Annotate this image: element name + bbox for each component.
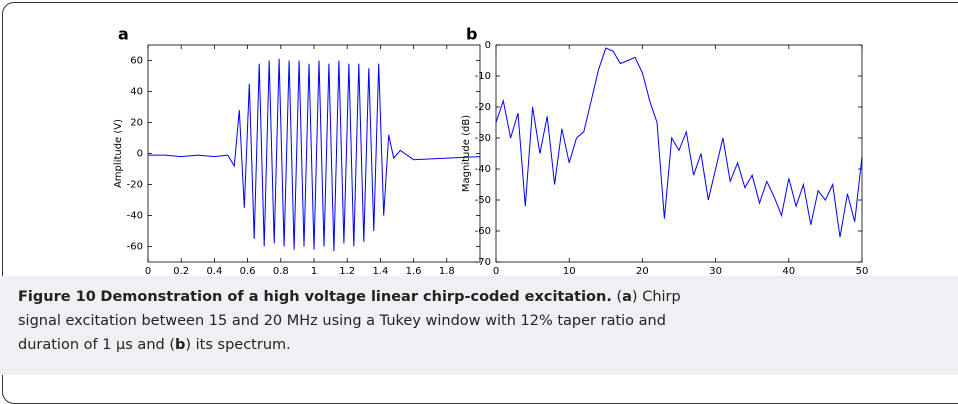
signal-line [148,58,481,252]
y-tick-label: -60 [127,242,143,253]
x-tick-label: 40 [782,266,795,276]
y-tick-label: -50 [475,195,491,206]
y-tick-label: -20 [475,102,491,113]
y-tick-label: 40 [130,87,143,98]
caption: Figure 10 Demonstration of a high voltag… [18,285,718,357]
signal-line [495,47,863,238]
y-tick-label: 60 [130,56,143,67]
x-tick-label: 1.8 [439,266,455,276]
caption-background [0,276,958,375]
x-tick-label: 1.4 [372,266,388,276]
y-axis-label: Amplitude (V) [113,119,124,188]
x-tick-label: 0 [493,266,499,276]
y-tick-label: 0 [137,149,143,160]
x-tick-label: 20 [636,266,649,276]
y-tick-label: -10 [475,71,491,82]
plot-area [147,44,481,263]
x-tick-label: 50 [856,266,869,276]
x-tick-label: 0.6 [240,266,256,276]
x-tick-label: 30 [709,266,722,276]
x-tick-label: 0.2 [173,266,189,276]
x-tick-label: 1.2 [339,266,355,276]
caption-label: Figure 10 [18,289,96,305]
y-tick-label: 0 [485,40,491,51]
y-tick-label: -30 [475,133,491,144]
y-tick-label: 20 [130,118,143,129]
x-tick-label: 0.4 [206,266,222,276]
caption-text: ( [616,289,623,305]
x-tick-label: 10 [563,266,576,276]
caption-text: a [622,289,632,305]
caption-text: ) Chirp signal excitation between 15 and… [18,289,681,353]
caption-title: Demonstration of a high voltage linear c… [100,289,612,305]
x-tick-label: 0 [145,266,151,276]
caption-text: b [174,337,186,353]
x-tick-label: 1 [311,266,317,276]
y-tick-label: -20 [127,180,143,191]
y-tick-label: -40 [127,211,143,222]
y-tick-label: -40 [475,164,491,175]
panel-label: b [466,25,477,44]
charts: a 0 0.2 0.4 0.6 0.8 1 1.2 1.4 1.6 1.8 -60 -40 -20 0 20 4… [113,25,869,277]
x-tick-label: 0.8 [273,266,289,276]
panel-label: a [118,25,129,44]
y-tick-label: -60 [475,226,491,237]
x-tick-label: 1.6 [406,266,422,276]
plot-area [495,44,863,263]
y-tick-label: -70 [475,257,491,268]
y-axis-label: Magnitude (dB) [461,115,472,192]
caption-text: ) its spectrum. [185,337,291,353]
